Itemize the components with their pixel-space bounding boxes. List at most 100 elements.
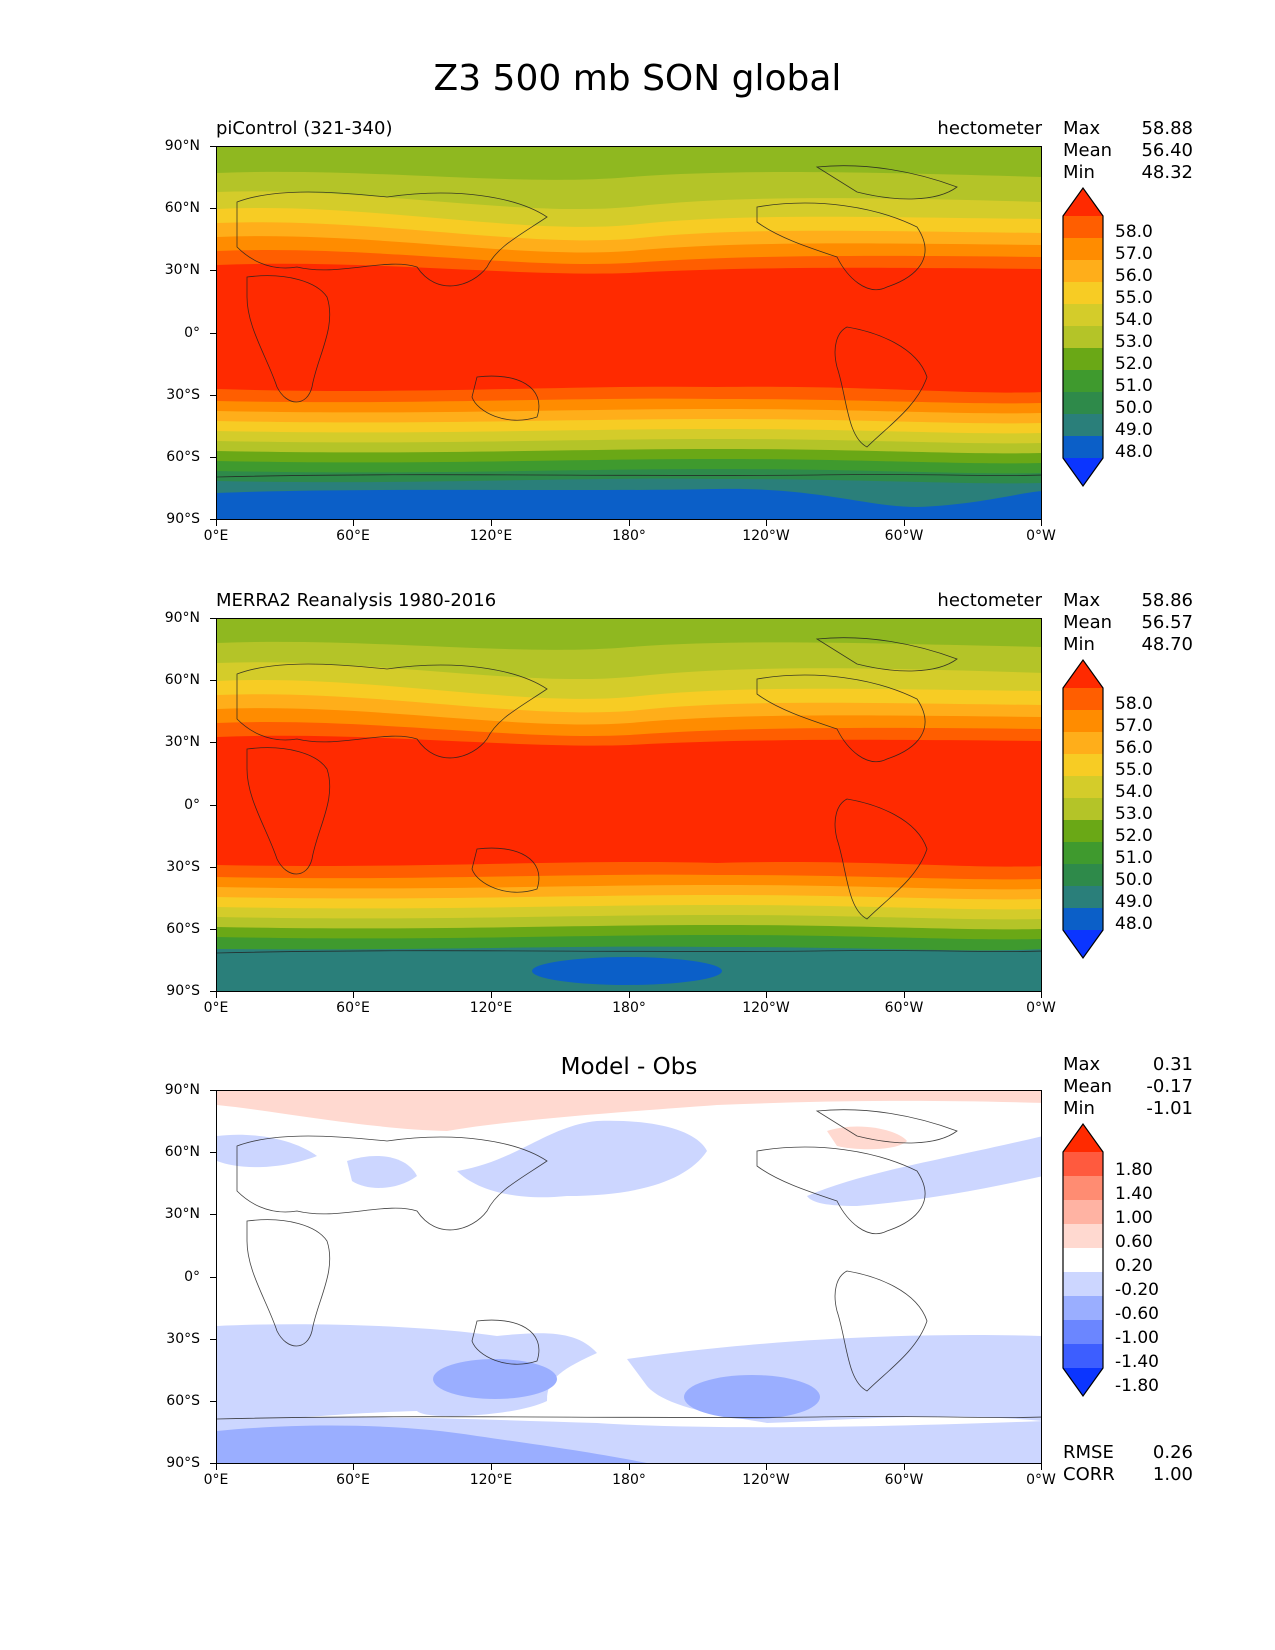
colorbar-label: 49.0 — [1115, 420, 1153, 440]
error-metrics: RMSE 0.26 CORR 1.00 — [1063, 1442, 1193, 1486]
colorbar-label: 0.20 — [1115, 1256, 1153, 1276]
colorbar-label: 57.0 — [1115, 244, 1153, 264]
colorbar-extend-min — [1063, 1368, 1103, 1396]
x-tick-label: 0°W — [1026, 528, 1056, 544]
y-tick-label: 0° — [184, 797, 200, 813]
colorbar-band — [1063, 436, 1103, 459]
colorbar-label: 52.0 — [1115, 826, 1153, 846]
stat-value: 56.40 — [1141, 140, 1193, 161]
panel-units: hectometer — [937, 590, 1042, 611]
x-tick-label: 120°W — [742, 1000, 790, 1016]
colorbar-band — [1063, 304, 1103, 327]
y-tick-label: 90°S — [166, 983, 200, 999]
colorbar-label: 55.0 — [1115, 760, 1153, 780]
colorbar-band — [1063, 1176, 1103, 1201]
y-tick-label: 30°N — [164, 1206, 200, 1222]
y-tick-label: 60°S — [166, 1393, 200, 1409]
y-tick-label: 90°N — [164, 1082, 200, 1098]
stat-value: 48.32 — [1141, 162, 1193, 183]
colorbar — [1062, 1122, 1104, 1424]
colorbar-label: 50.0 — [1115, 870, 1153, 890]
colorbar-band — [1063, 688, 1103, 711]
colorbar-band — [1063, 864, 1103, 887]
colorbar-band — [1063, 1152, 1103, 1177]
y-tick-label: 30°S — [166, 1331, 200, 1347]
x-tick-label: 60°W — [884, 528, 924, 544]
y-tick-label: 0° — [184, 1269, 200, 1285]
stat-label: Min — [1063, 162, 1095, 183]
colorbar-band — [1063, 370, 1103, 393]
colorbar-label: 54.0 — [1115, 310, 1153, 330]
metric-value: 0.26 — [1152, 1442, 1193, 1463]
colorbar-band — [1063, 908, 1103, 931]
panel-title-left: piControl (321-340) — [216, 118, 393, 139]
colorbar-extend-max — [1063, 1124, 1103, 1152]
x-tick-label: 120°E — [469, 528, 513, 544]
stats-block: Max 0.31 Mean -0.17 Min -1.01 — [1063, 1054, 1193, 1120]
y-tick-label: 60°S — [166, 449, 200, 465]
colorbar-label: 1.80 — [1115, 1160, 1153, 1180]
x-tick-label: 60°E — [336, 528, 370, 544]
stat-label: Mean — [1063, 140, 1113, 161]
x-tick-label: 0°W — [1026, 1000, 1056, 1016]
y-tick-label: 30°N — [164, 262, 200, 278]
colorbar-band — [1063, 1200, 1103, 1225]
colorbar-band — [1063, 348, 1103, 371]
colorbar-label: 56.0 — [1115, 266, 1153, 286]
stat-label: Min — [1063, 1098, 1095, 1119]
colorbar-outline — [1062, 658, 1104, 960]
stat-value: 0.31 — [1152, 1054, 1193, 1075]
stat-label: Mean — [1063, 1076, 1113, 1097]
colorbar-label: 1.40 — [1115, 1184, 1153, 1204]
stat-value: 58.88 — [1141, 118, 1193, 139]
x-tick-label: 180° — [612, 1472, 646, 1488]
colorbar-band — [1063, 710, 1103, 733]
y-tick-label: 30°N — [164, 734, 200, 750]
y-tick-label: 60°N — [164, 672, 200, 688]
figure-title: Z3 500 mb SON global — [433, 58, 842, 99]
metric-label: RMSE — [1063, 1442, 1114, 1463]
colorbar-label: 51.0 — [1115, 848, 1153, 868]
colorbar-band — [1063, 798, 1103, 821]
colorbar-label: 58.0 — [1115, 222, 1153, 242]
colorbar-label: -0.60 — [1115, 1304, 1159, 1324]
stat-label: Max — [1063, 590, 1101, 611]
panel-units: hectometer — [937, 118, 1042, 139]
colorbar-band — [1063, 1224, 1103, 1249]
x-tick-label: 0°E — [203, 1000, 229, 1016]
stat-label: Max — [1063, 1054, 1101, 1075]
contour-map — [216, 146, 1042, 520]
colorbar-extend-max — [1063, 660, 1103, 688]
y-tick-label: 30°S — [166, 859, 200, 875]
stat-label: Mean — [1063, 612, 1113, 633]
colorbar-label: -1.40 — [1115, 1352, 1159, 1372]
x-tick-label: 60°E — [336, 1472, 370, 1488]
x-tick-label: 60°E — [336, 1000, 370, 1016]
colorbar-extend-min — [1063, 458, 1103, 486]
y-tick-label: 30°S — [166, 387, 200, 403]
colorbar-label: 48.0 — [1115, 442, 1153, 462]
x-tick-label: 0°W — [1026, 1472, 1056, 1488]
panel-title-left: MERRA2 Reanalysis 1980-2016 — [216, 590, 497, 611]
colorbar-label: 58.0 — [1115, 694, 1153, 714]
stat-value: 58.86 — [1141, 590, 1193, 611]
y-tick-label: 60°N — [164, 200, 200, 216]
colorbar-label: 48.0 — [1115, 914, 1153, 934]
x-tick-label: 60°W — [884, 1000, 924, 1016]
colorbar-band — [1063, 414, 1103, 437]
colorbar-label: 1.00 — [1115, 1208, 1153, 1228]
colorbar-band — [1063, 238, 1103, 261]
panel-title: Model - Obs — [560, 1054, 698, 1080]
colorbar-band — [1063, 392, 1103, 415]
contour-map — [216, 618, 1042, 992]
colorbar-band — [1063, 326, 1103, 349]
colorbar-label: -0.20 — [1115, 1280, 1159, 1300]
stats-block: Max 58.86 Mean 56.57 Min 48.70 — [1063, 590, 1193, 656]
y-tick-label: 90°N — [164, 138, 200, 154]
stat-value: -1.01 — [1146, 1098, 1193, 1119]
colorbar-svg — [1062, 1122, 1104, 1398]
colorbar-band — [1063, 842, 1103, 865]
stat-value: -0.17 — [1146, 1076, 1193, 1097]
colorbar-svg — [1062, 186, 1104, 488]
x-tick-label: 0°E — [203, 528, 229, 544]
